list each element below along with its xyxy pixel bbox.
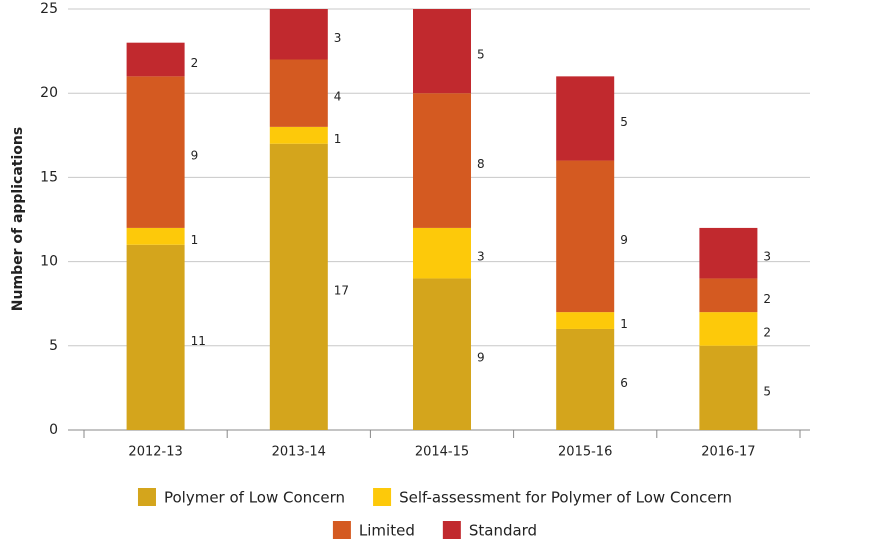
x-tick-label: 2013-14 — [272, 445, 326, 460]
bar-segment — [556, 328, 615, 430]
legend-label: Self-assessment for Polymer of Low Conce… — [399, 489, 732, 507]
y-tick-label: 20 — [40, 85, 58, 101]
bar-segment — [699, 278, 758, 313]
y-tick-label: 0 — [49, 422, 58, 438]
bar-segment — [556, 312, 615, 329]
x-tick-label: 2012-13 — [128, 445, 182, 460]
y-axis-label: Number of applications — [10, 127, 26, 311]
x-tick-label: 2014-15 — [415, 445, 469, 460]
y-tick-label: 10 — [40, 254, 58, 270]
data-label: 6 — [620, 376, 628, 390]
data-label: 2 — [763, 325, 771, 339]
data-label: 11 — [191, 334, 206, 348]
data-label: 9 — [191, 149, 199, 163]
data-label: 2 — [191, 56, 199, 70]
legend-label: Standard — [469, 522, 537, 540]
bar-segment — [269, 143, 328, 430]
bar-segment — [269, 126, 328, 144]
bar-segment — [126, 76, 185, 228]
data-label: 2 — [763, 292, 771, 306]
data-label: 5 — [763, 384, 771, 398]
legend-swatch — [137, 488, 156, 506]
y-tick-label: 5 — [49, 338, 58, 354]
bar-segment — [413, 9, 471, 94]
bar-segment — [413, 93, 471, 228]
data-label: 8 — [477, 157, 485, 171]
legend-swatch — [442, 521, 461, 539]
data-label: 3 — [334, 31, 342, 45]
data-label: 4 — [334, 90, 342, 104]
bar-segment — [126, 244, 185, 430]
x-tick-label: 2016-17 — [701, 445, 755, 460]
data-label: 5 — [620, 115, 628, 129]
data-label: 9 — [477, 351, 485, 365]
data-label: 3 — [763, 250, 771, 264]
data-label: 3 — [477, 250, 485, 264]
bar-segment — [126, 42, 185, 77]
legend-swatch — [332, 521, 351, 539]
data-label: 17 — [334, 283, 349, 297]
x-tick-label: 2015-16 — [558, 445, 612, 460]
bar-segment — [699, 345, 758, 430]
bar-segment — [126, 227, 185, 245]
data-label: 9 — [620, 233, 628, 247]
data-label: 1 — [620, 317, 628, 331]
bar-segment — [413, 227, 471, 279]
data-label: 1 — [191, 233, 199, 247]
bar-segment — [699, 227, 758, 279]
data-label: 5 — [477, 48, 485, 62]
bar-segment — [269, 9, 328, 60]
bar-segment — [413, 278, 471, 430]
data-label: 1 — [334, 132, 342, 146]
bar-segment — [269, 59, 328, 127]
bar-segment — [556, 160, 615, 313]
y-tick-label: 25 — [40, 1, 58, 17]
y-tick-label: 15 — [40, 169, 58, 185]
bar-segment — [556, 76, 615, 161]
bar-segment — [699, 312, 758, 346]
legend-label: Polymer of Low Concern — [164, 489, 345, 507]
legend-label: Limited — [359, 522, 415, 540]
legend-swatch — [373, 488, 392, 506]
